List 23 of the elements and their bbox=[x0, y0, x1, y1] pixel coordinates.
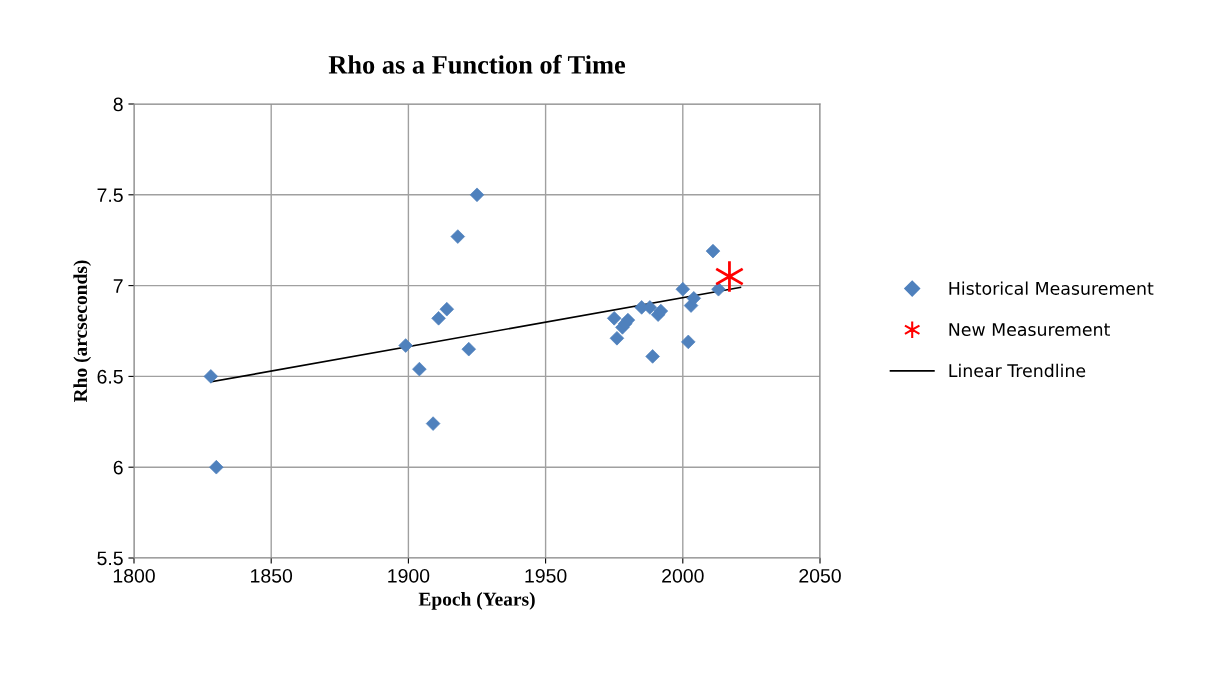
legend-label: Linear Trendline bbox=[949, 363, 1086, 378]
x-tick-label: 1900 bbox=[388, 568, 430, 583]
point bbox=[450, 229, 466, 244]
legend-label: New Measurement bbox=[949, 323, 1110, 337]
x-tick-label: 1950 bbox=[525, 568, 567, 583]
x-tick-label: 1850 bbox=[251, 568, 293, 583]
legend-label: Historical Measurement bbox=[949, 281, 1154, 295]
point bbox=[431, 311, 446, 326]
point bbox=[714, 259, 745, 294]
y-axis-title: Rho (arcseconds) bbox=[73, 260, 91, 403]
point bbox=[425, 416, 441, 431]
point bbox=[681, 334, 696, 350]
x-tick-label: 2050 bbox=[799, 568, 841, 583]
y-tick-label: 6.5 bbox=[97, 369, 123, 384]
y-tick-label: 7.5 bbox=[97, 188, 123, 203]
x-axis-title: Epoch (Years) bbox=[418, 592, 535, 610]
y-tick-label: 7 bbox=[113, 279, 123, 293]
chart-title: Rho as a Function of Time bbox=[328, 54, 626, 74]
y-tick-label: 6 bbox=[113, 460, 123, 475]
x-tick-label: 1800 bbox=[113, 568, 155, 583]
y-tick-label: 5.5 bbox=[97, 551, 123, 566]
x-tick-label: 2000 bbox=[662, 568, 704, 583]
y-tick-label: 8 bbox=[113, 97, 123, 112]
